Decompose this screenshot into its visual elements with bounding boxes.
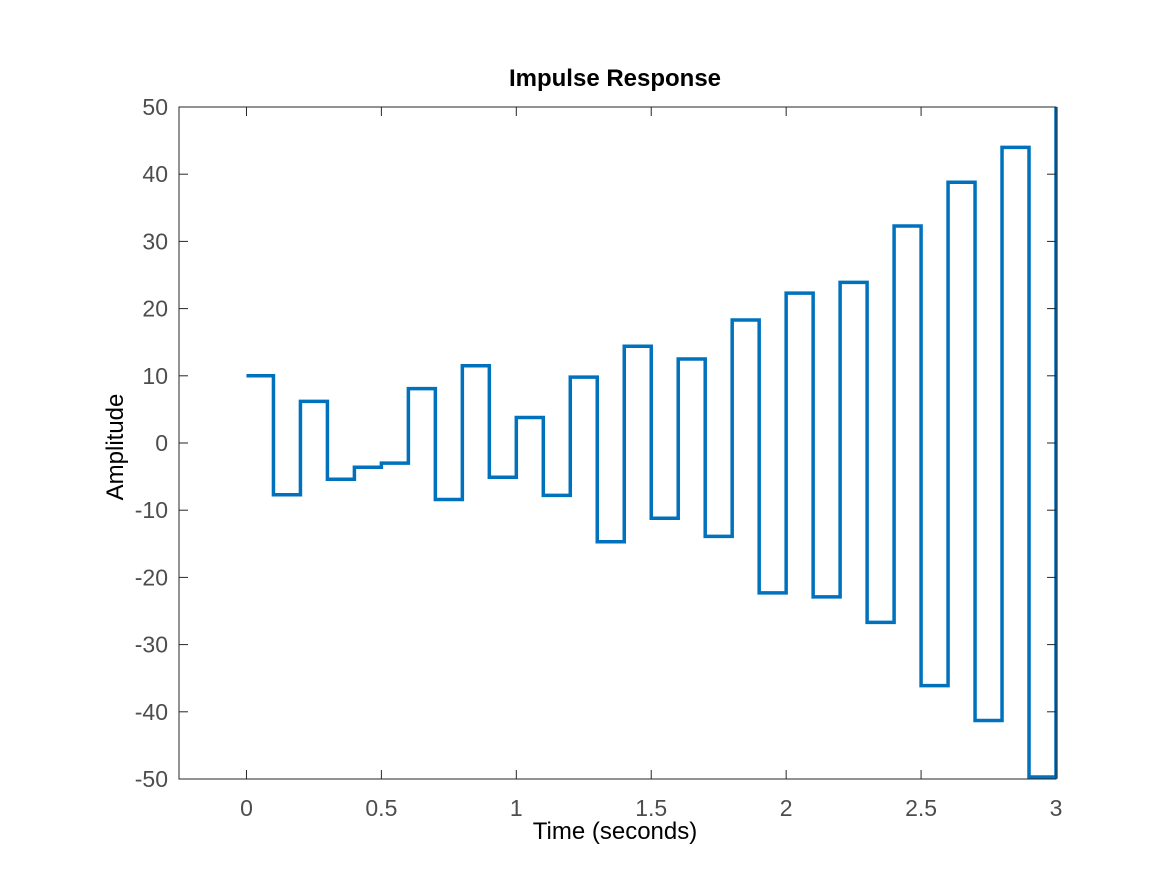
y-tick-label: -40 (135, 699, 168, 725)
x-tick-label: 0.5 (365, 795, 397, 821)
x-tick-label: 0 (240, 795, 253, 821)
x-tick-label: 1.5 (635, 795, 667, 821)
y-tick-label: 20 (142, 296, 168, 322)
x-tick-label: 1 (510, 795, 523, 821)
y-tick-label: 50 (142, 94, 168, 120)
impulse-response-step-line (246, 107, 1058, 779)
y-tick-label: -30 (135, 632, 168, 658)
y-tick-label: -50 (135, 766, 168, 792)
y-tick-label: 0 (155, 430, 168, 456)
y-tick-label: -10 (135, 497, 168, 523)
y-axis-label: Amplitude (102, 394, 129, 501)
x-tick-label: 2.5 (905, 795, 937, 821)
x-axis-label: Time (seconds) (533, 818, 697, 845)
x-tick-label: 2 (780, 795, 793, 821)
y-tick-label: -20 (135, 564, 168, 590)
x-tick-label: 3 (1050, 795, 1063, 821)
chart-title: Impulse Response (509, 65, 721, 92)
y-tick-label: 10 (142, 363, 168, 389)
y-tick-label: 40 (142, 161, 168, 187)
plot-area (179, 107, 1056, 779)
y-tick-label: 30 (142, 228, 168, 254)
